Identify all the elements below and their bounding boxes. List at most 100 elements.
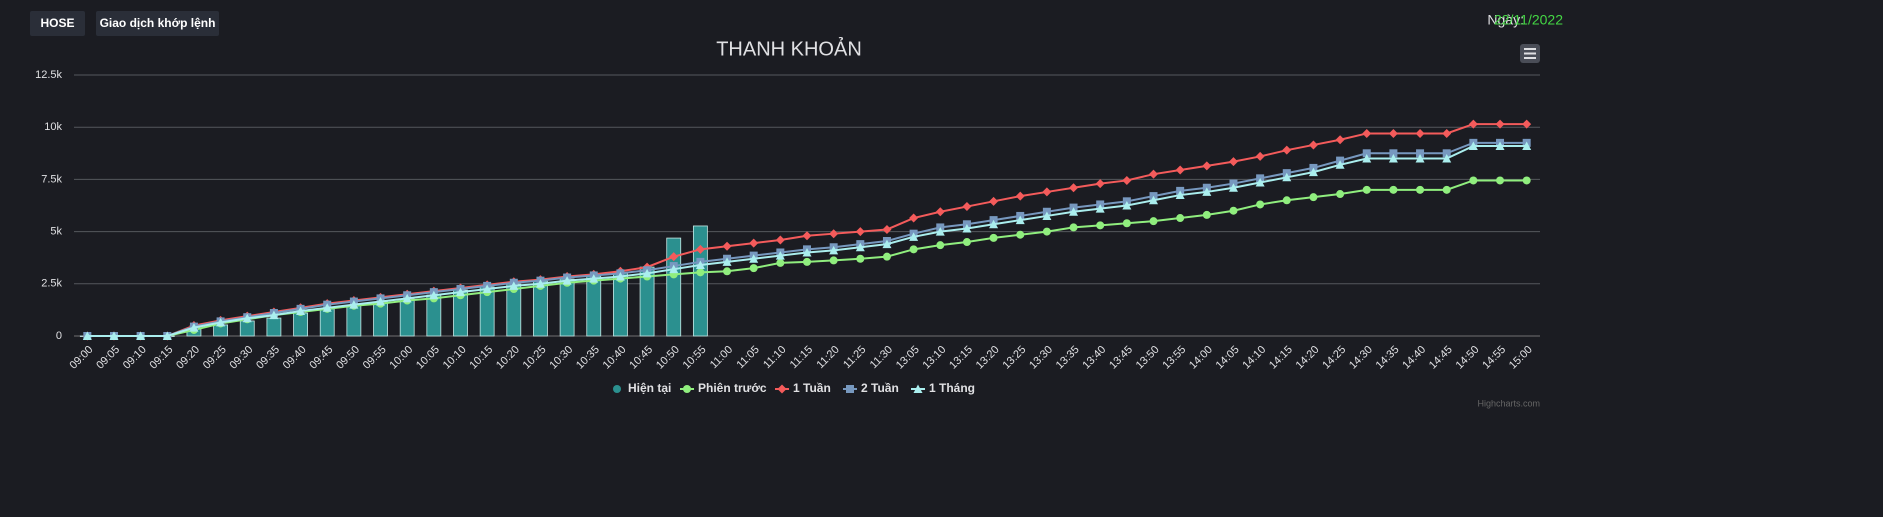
point	[1308, 140, 1318, 150]
point	[1522, 176, 1531, 185]
x-tick-label: 10:20	[494, 344, 522, 372]
point	[162, 331, 172, 340]
x-tick-label: 11:10	[761, 344, 788, 371]
point	[1122, 219, 1131, 228]
x-tick-label: 11:30	[868, 344, 895, 371]
point	[829, 229, 839, 239]
legend-symbol	[846, 385, 854, 393]
point	[1362, 185, 1371, 194]
point	[1468, 141, 1478, 150]
x-tick-label: 09:00	[68, 344, 96, 372]
market-button[interactable]	[30, 11, 85, 36]
point	[989, 196, 999, 206]
point	[1282, 145, 1292, 155]
x-tick-label: 14:00	[1187, 344, 1215, 372]
point	[1388, 154, 1398, 163]
x-tick-label: 11:15	[788, 344, 815, 371]
point	[1362, 149, 1371, 158]
y-tick-label: 10k	[44, 121, 62, 133]
point	[1228, 183, 1238, 192]
point	[1042, 187, 1052, 197]
point	[776, 258, 785, 267]
point	[1442, 154, 1452, 163]
x-tick-label: 09:05	[94, 344, 122, 372]
point	[1149, 217, 1158, 226]
bar	[266, 317, 282, 337]
x-tick-label: 09:10	[121, 344, 149, 372]
x-tick-label: 13:40	[1080, 344, 1108, 372]
point	[1096, 221, 1105, 230]
point	[1362, 128, 1372, 138]
market-button-label[interactable]: HOSE	[40, 16, 74, 30]
point	[1362, 154, 1372, 163]
point	[1416, 185, 1425, 194]
point	[1255, 178, 1265, 187]
x-tick-label: 09:45	[307, 344, 335, 372]
legend-symbol	[613, 385, 621, 393]
x-tick-label: 13:10	[920, 344, 948, 372]
bar	[293, 312, 308, 337]
mode-button-label[interactable]: Giao dịch khớp lệnh	[100, 16, 216, 30]
point	[1495, 119, 1505, 129]
point	[1176, 214, 1185, 223]
point	[1202, 210, 1211, 219]
point	[1149, 195, 1159, 205]
point	[989, 219, 999, 229]
point	[429, 290, 439, 300]
bar	[346, 304, 362, 337]
point	[749, 238, 759, 248]
x-tick-label: 15:00	[1507, 344, 1535, 372]
series-line	[87, 123, 1527, 337]
legend-label: Hiện tại	[628, 381, 671, 395]
point	[455, 287, 465, 297]
point	[669, 264, 679, 274]
point	[296, 306, 306, 315]
legend-label: 1 Tháng	[929, 381, 975, 395]
x-tick-label: 09:15	[148, 344, 176, 372]
point	[1069, 183, 1079, 193]
point	[1335, 160, 1345, 169]
x-tick-label: 10:35	[574, 344, 602, 372]
x-tick-label: 14:30	[1347, 344, 1375, 372]
point	[1015, 191, 1025, 201]
point	[989, 233, 998, 242]
point	[189, 323, 199, 332]
point	[935, 207, 945, 217]
menu-button[interactable]	[1520, 44, 1540, 63]
x-tick-label: 13:45	[1107, 344, 1135, 372]
point	[856, 254, 865, 263]
bar	[586, 275, 602, 337]
point	[829, 256, 838, 265]
point	[509, 281, 519, 290]
point	[829, 245, 839, 255]
point	[909, 232, 919, 241]
x-tick-label: 10:45	[627, 344, 655, 372]
legend-label: Phiên trước	[698, 381, 767, 395]
x-tick-label: 14:35	[1374, 344, 1402, 372]
point	[1229, 206, 1238, 215]
x-tick-label: 14:05	[1214, 344, 1242, 372]
point	[562, 276, 572, 285]
x-tick-label: 13:20	[974, 344, 1002, 372]
mode-button[interactable]	[96, 11, 219, 36]
point	[1282, 172, 1292, 182]
point	[642, 268, 652, 278]
legend-symbol	[777, 384, 787, 394]
point	[82, 331, 92, 340]
point	[1042, 227, 1051, 236]
x-tick-label: 13:50	[1134, 344, 1162, 372]
point	[695, 260, 705, 270]
x-tick-label: 10:05	[414, 344, 442, 372]
x-tick-label: 13:25	[1000, 344, 1028, 372]
point	[1389, 149, 1398, 158]
point	[1495, 141, 1505, 150]
bar	[692, 225, 708, 337]
point	[695, 244, 705, 254]
point	[1175, 165, 1185, 175]
x-tick-label: 11:25	[841, 344, 868, 371]
point	[1308, 167, 1318, 177]
legend-symbol	[913, 384, 923, 393]
bar	[399, 298, 415, 337]
point	[936, 241, 945, 250]
